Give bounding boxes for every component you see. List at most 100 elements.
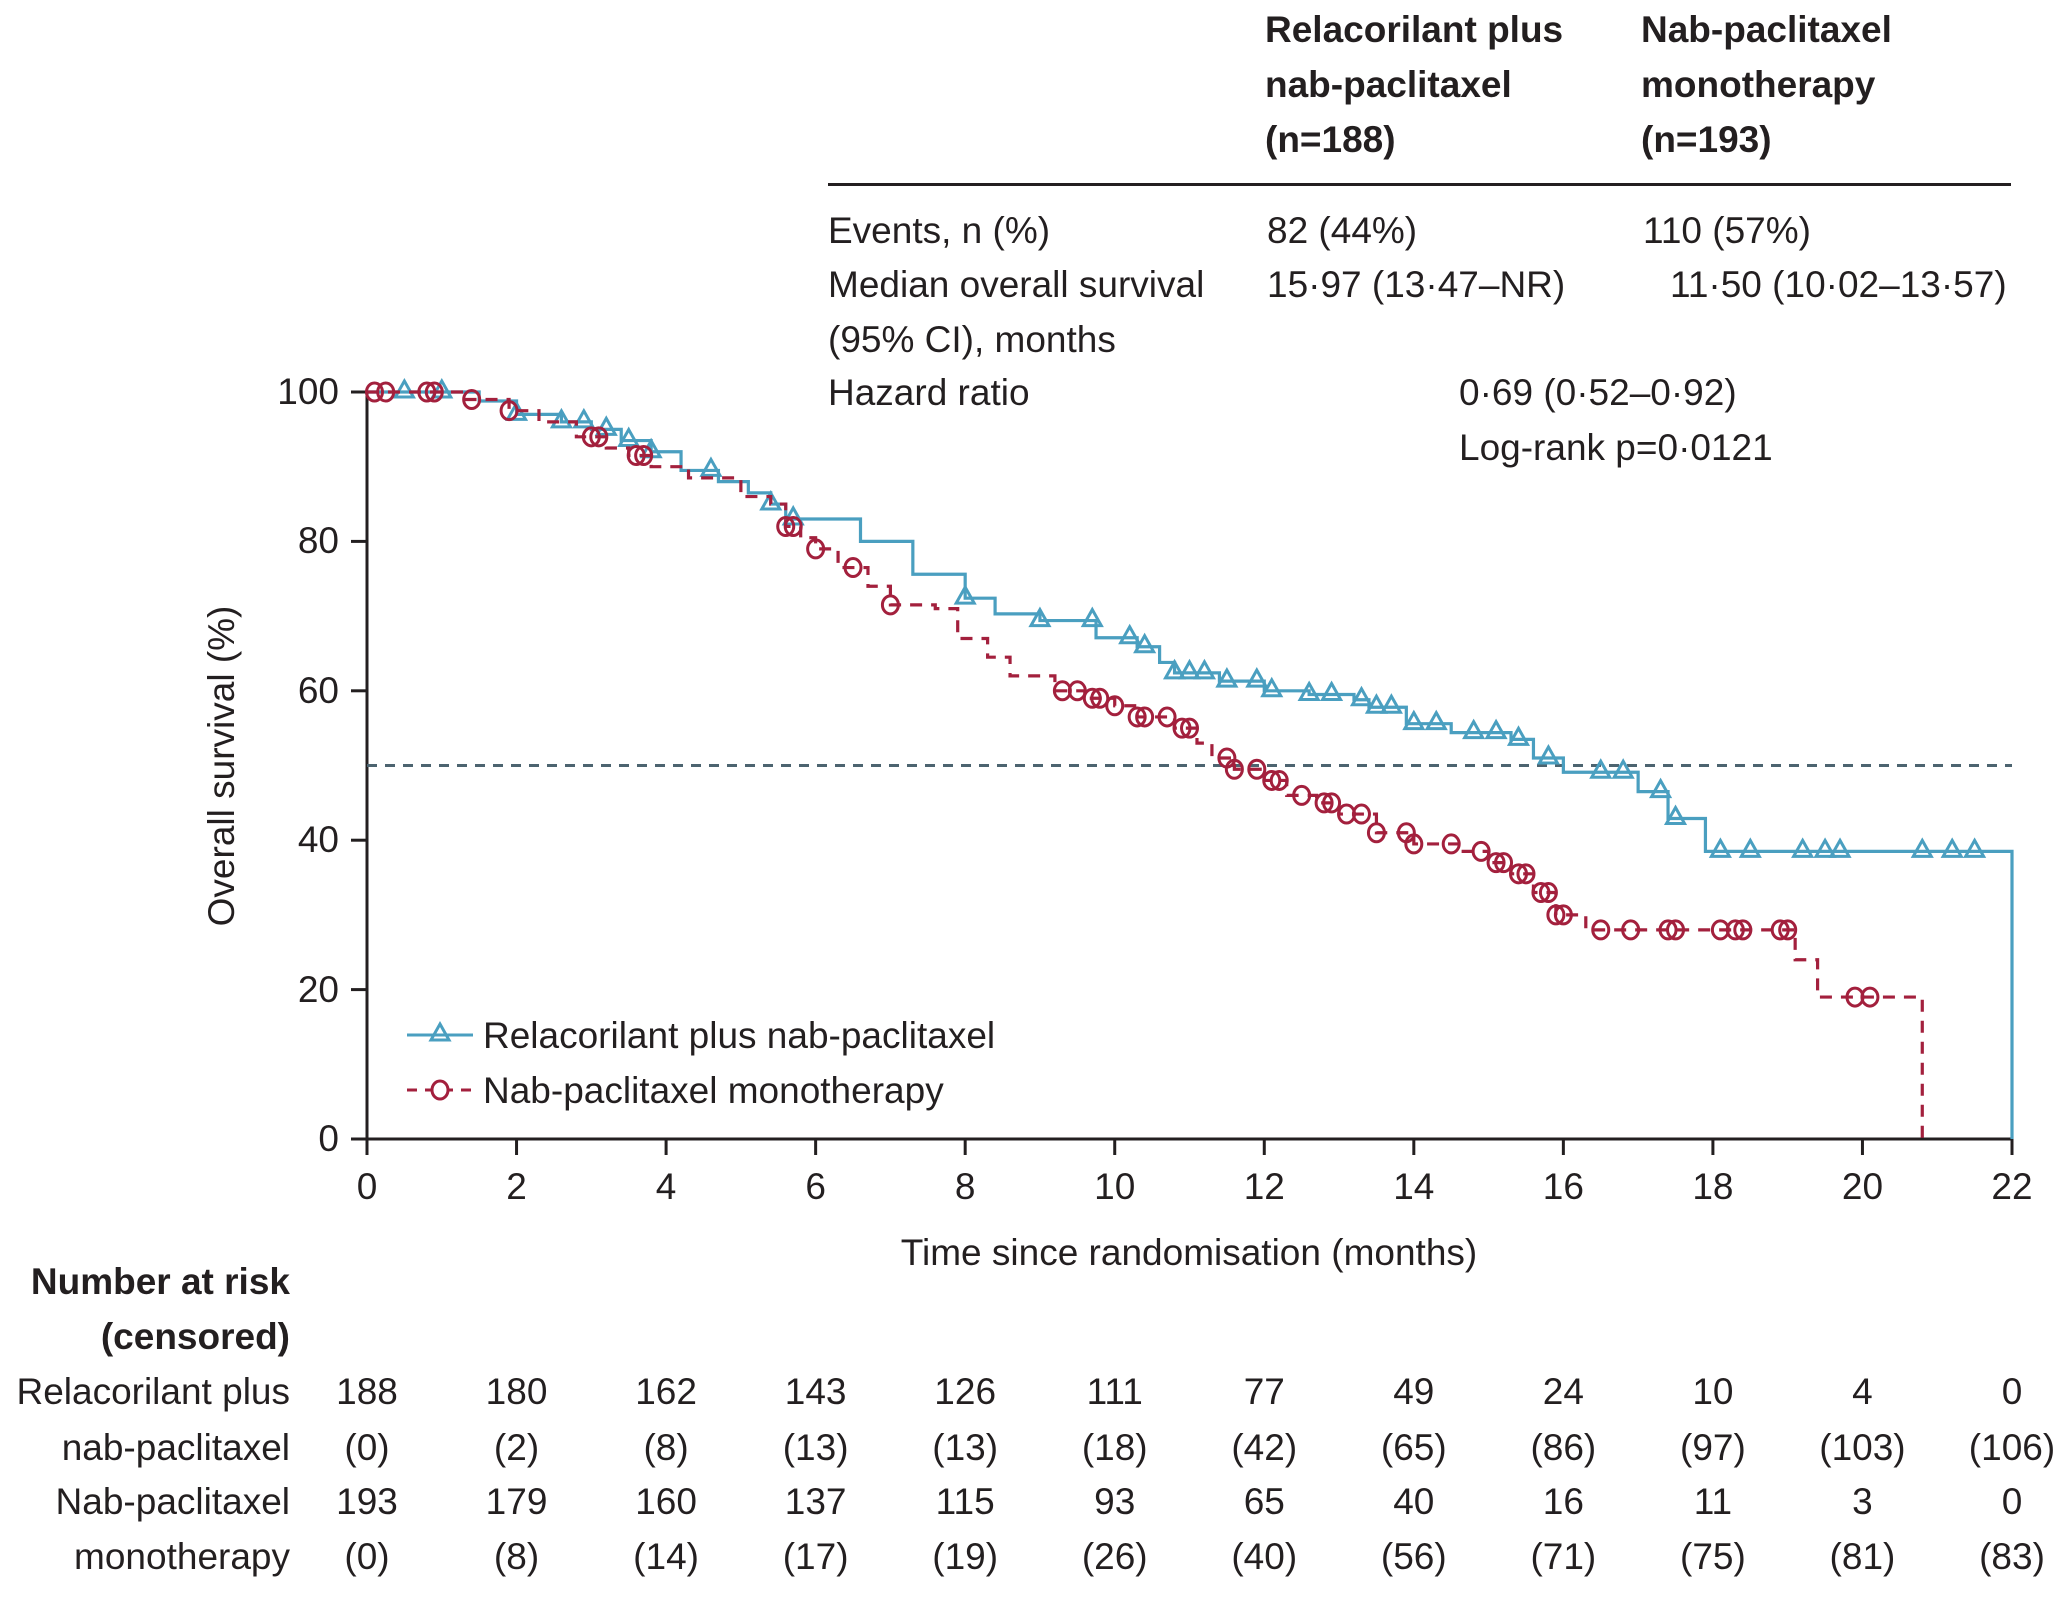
header-line: (n=193) bbox=[1641, 119, 1772, 160]
risk-value: (83) bbox=[1979, 1536, 2045, 1577]
censor-mark-circle bbox=[1471, 840, 1491, 862]
risk-value: 77 bbox=[1243, 1371, 1285, 1412]
censor-mark-triangle bbox=[1364, 693, 1388, 714]
x-tick-label: 10 bbox=[1094, 1166, 1136, 1207]
y-tick-label: 0 bbox=[318, 1118, 339, 1159]
risk-value: (71) bbox=[1530, 1536, 1597, 1577]
censor-mark-circle bbox=[364, 381, 384, 403]
censor-mark-circle bbox=[1538, 881, 1558, 903]
risk-value: 16 bbox=[1542, 1481, 1584, 1522]
censor-mark-circle bbox=[1262, 769, 1282, 791]
censor-mark-circle bbox=[1157, 706, 1177, 728]
risk-value: (106) bbox=[1968, 1427, 2056, 1468]
risk-value: 126 bbox=[934, 1371, 997, 1412]
censor-mark-circle bbox=[1733, 919, 1753, 941]
risk-value: 49 bbox=[1393, 1371, 1435, 1412]
censor-mark-triangle bbox=[1260, 676, 1284, 698]
risk-value: (56) bbox=[1380, 1536, 1447, 1577]
legend-triangle-icon bbox=[428, 1020, 452, 1042]
censor-mark-circle bbox=[1322, 792, 1342, 814]
median-relacorilant: 15·97 (13·47–NR) bbox=[1267, 264, 1566, 305]
censor-mark-triangle bbox=[1320, 680, 1344, 702]
censor-mark-triangle bbox=[1192, 658, 1217, 680]
risk-value: 160 bbox=[635, 1481, 697, 1522]
risk-value: (8) bbox=[643, 1427, 689, 1468]
censor-mark-triangle bbox=[1402, 709, 1426, 731]
censor-mark-circle bbox=[1658, 919, 1678, 941]
risk-value: 162 bbox=[635, 1371, 697, 1412]
censor-mark-triangle bbox=[1963, 837, 1987, 858]
header-line: nab-paclitaxel bbox=[1265, 64, 1512, 105]
table-rule bbox=[828, 183, 2011, 186]
censor-mark-circle bbox=[1090, 687, 1110, 709]
censor-mark-triangle bbox=[699, 456, 723, 477]
censor-mark-triangle bbox=[1349, 685, 1374, 707]
censor-mark-circle bbox=[1516, 863, 1536, 885]
risk-value: 143 bbox=[784, 1371, 847, 1412]
censor-mark-triangle bbox=[1536, 743, 1560, 765]
censor-mark-circle bbox=[499, 400, 519, 422]
header-nab: Nab-paclitaxel monotherapy (n=193) bbox=[1641, 2, 1892, 167]
x-tick-label: 16 bbox=[1542, 1166, 1584, 1207]
censor-mark-triangle bbox=[1133, 632, 1157, 654]
censor-mark-circle bbox=[1860, 986, 1880, 1008]
censor-mark-circle bbox=[880, 594, 900, 616]
censor-mark-triangle bbox=[1215, 667, 1239, 688]
censor-mark-triangle bbox=[1791, 837, 1815, 858]
censor-mark-circle bbox=[581, 426, 601, 448]
risk-value: 24 bbox=[1542, 1371, 1584, 1412]
censor-mark-triangle bbox=[572, 407, 596, 429]
censor-mark-circle bbox=[1351, 803, 1371, 825]
header-line: monotherapy bbox=[1641, 64, 1876, 105]
censor-mark-circle bbox=[1531, 881, 1551, 903]
censor-mark-triangle bbox=[1462, 718, 1486, 740]
risk-value: 188 bbox=[336, 1371, 398, 1412]
censor-mark-triangle bbox=[1177, 658, 1202, 680]
risk-value: (13) bbox=[782, 1427, 849, 1468]
censor-mark-circle bbox=[1725, 919, 1745, 941]
censor-mark-circle bbox=[1105, 695, 1125, 717]
risk-value: 93 bbox=[1094, 1481, 1136, 1522]
censor-mark-circle bbox=[1082, 687, 1102, 709]
censor-mark-circle bbox=[1591, 919, 1611, 941]
risk-value: (0) bbox=[344, 1427, 390, 1468]
censor-mark-circle bbox=[1404, 833, 1424, 855]
censor-mark-circle bbox=[1546, 904, 1566, 926]
risk-value: (86) bbox=[1530, 1427, 1597, 1468]
censor-mark-triangle bbox=[1589, 758, 1613, 779]
x-tick-label: 20 bbox=[1841, 1166, 1884, 1207]
censor-mark-triangle bbox=[1245, 667, 1269, 688]
censor-mark-circle bbox=[1269, 769, 1289, 791]
censor-mark-triangle bbox=[392, 377, 416, 399]
risk-value: (75) bbox=[1680, 1536, 1746, 1577]
x-axis-label: Time since randomisation (months) bbox=[900, 1232, 1478, 1273]
risk-value: 137 bbox=[784, 1481, 847, 1522]
risk-value: 3 bbox=[1852, 1481, 1873, 1522]
censor-mark-triangle bbox=[1379, 693, 1403, 714]
censor-mark-triangle bbox=[617, 426, 641, 448]
censor-mark-triangle bbox=[1162, 658, 1187, 680]
events-relacorilant: 82 (44%) bbox=[1267, 210, 1418, 251]
censor-mark-triangle bbox=[1649, 777, 1673, 799]
header-relacorilant: Relacorilant plus nab-paclitaxel (n=188) bbox=[1265, 2, 1563, 167]
censor-mark-triangle bbox=[1297, 680, 1321, 702]
legend-circle-icon bbox=[430, 1079, 450, 1101]
censor-mark-triangle bbox=[1940, 837, 1964, 858]
censor-mark-circle bbox=[1494, 852, 1514, 874]
censor-mark-triangle bbox=[1080, 606, 1104, 628]
censor-mark-triangle bbox=[1738, 837, 1762, 858]
risk-value: 11 bbox=[1693, 1481, 1733, 1522]
risk-value: (42) bbox=[1231, 1427, 1298, 1468]
censor-mark-circle bbox=[417, 381, 437, 403]
censor-mark-circle bbox=[776, 515, 796, 537]
header-line: Relacorilant plus bbox=[1265, 9, 1564, 50]
censor-mark-circle bbox=[1553, 904, 1573, 926]
legend-label-nab: Nab-paclitaxel monotherapy bbox=[483, 1070, 944, 1111]
x-tick-label: 0 bbox=[356, 1166, 378, 1207]
censor-mark-circle bbox=[626, 444, 646, 466]
censor-mark-circle bbox=[1778, 919, 1798, 941]
censor-mark-triangle bbox=[1828, 837, 1852, 858]
censor-mark-circle bbox=[376, 381, 396, 403]
x-tick-label: 6 bbox=[805, 1166, 826, 1207]
censor-mark-triangle bbox=[1506, 725, 1531, 746]
